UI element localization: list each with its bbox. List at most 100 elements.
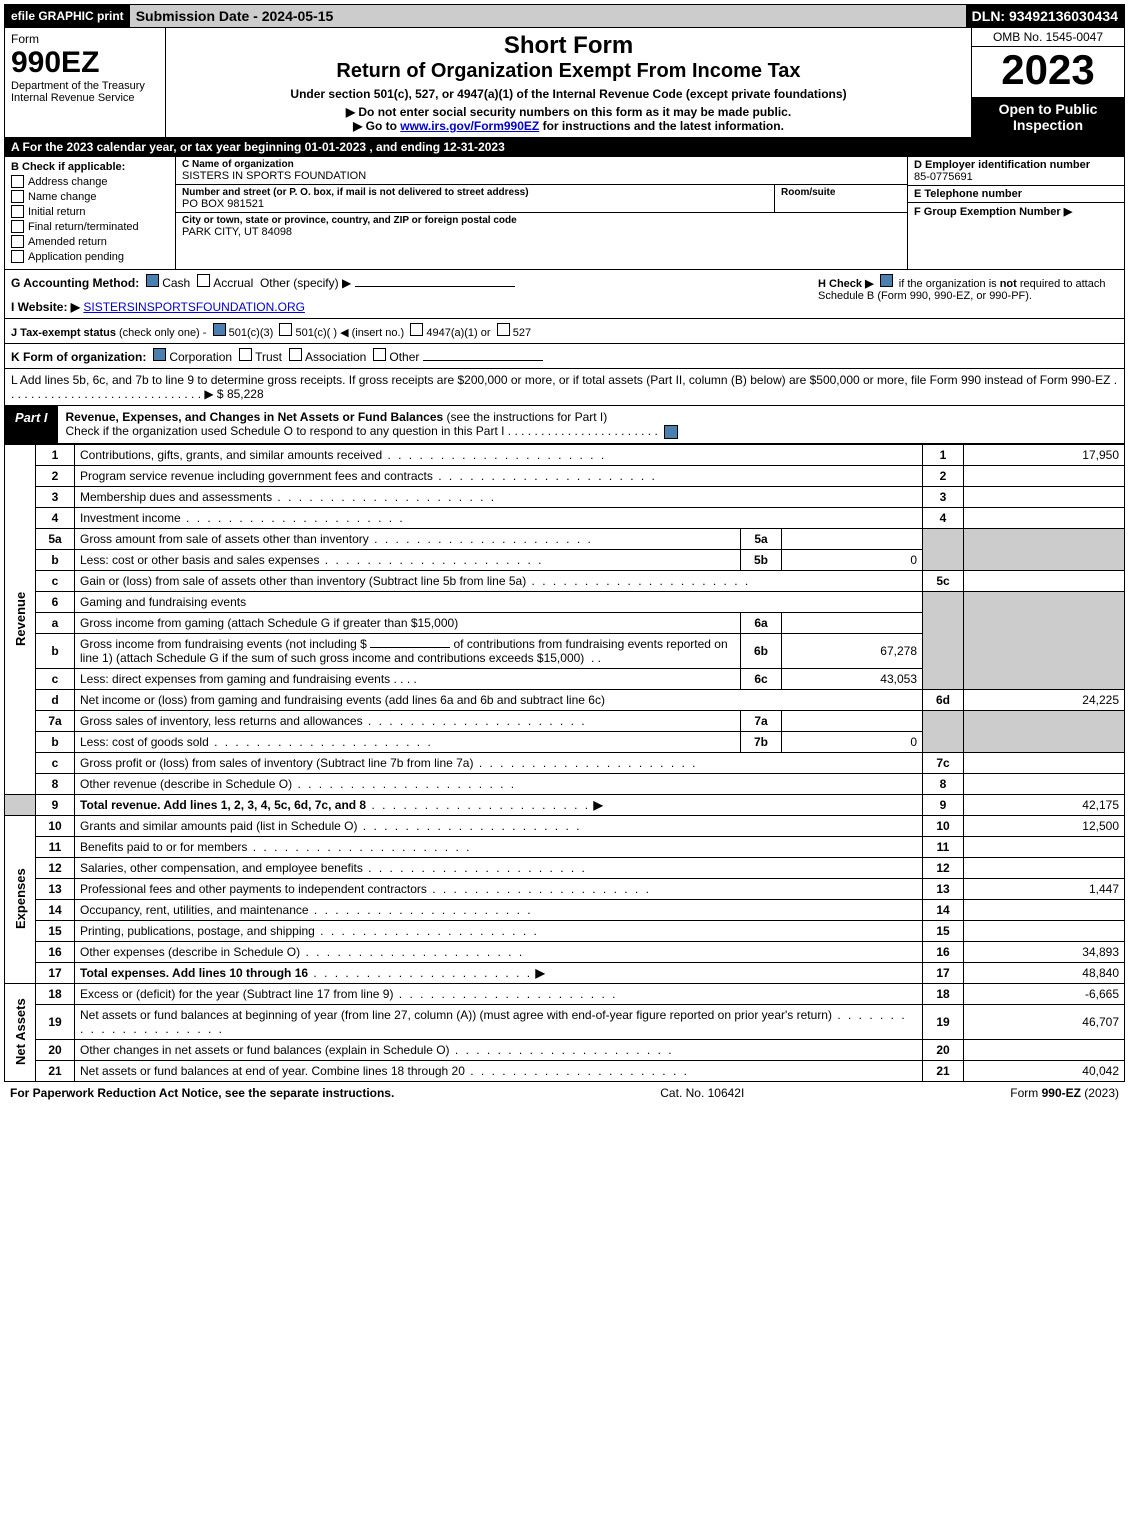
line-4: 4 Investment income 4 bbox=[5, 507, 1125, 528]
footer-right: Form 990-EZ (2023) bbox=[1010, 1086, 1119, 1100]
checkbox-icon bbox=[197, 274, 210, 287]
part-i-tab: Part I bbox=[5, 406, 58, 443]
checkbox-checked-icon bbox=[153, 348, 166, 361]
h-block: H Check ▶ if the organization is not req… bbox=[818, 274, 1118, 314]
line-3: 3 Membership dues and assessments 3 bbox=[5, 486, 1125, 507]
g-other: Other (specify) ▶ bbox=[260, 276, 351, 290]
l-value: 85,228 bbox=[227, 387, 264, 401]
ein-row: D Employer identification number 85-0775… bbox=[908, 157, 1124, 186]
section-l: L Add lines 5b, 6c, and 7b to line 9 to … bbox=[4, 369, 1125, 406]
netassets-sidebar: Net Assets bbox=[5, 983, 36, 1081]
line-18: Net Assets 18 Excess or (deficit) for th… bbox=[5, 983, 1125, 1004]
part-i-title: Revenue, Expenses, and Changes in Net As… bbox=[58, 406, 1124, 443]
org-name-row: C Name of organization SISTERS IN SPORTS… bbox=[176, 157, 907, 185]
goto-link-line: ▶ Go to www.irs.gov/Form990EZ for instru… bbox=[172, 119, 965, 133]
column-b: B Check if applicable: Address change Na… bbox=[5, 157, 176, 269]
chk-amended-return[interactable]: Amended return bbox=[11, 235, 169, 248]
line-11: 11 Benefits paid to or for members 11 bbox=[5, 836, 1125, 857]
omb-number: OMB No. 1545-0047 bbox=[972, 28, 1124, 47]
checkbox-checked-icon bbox=[664, 425, 678, 439]
line-6d: d Net income or (loss) from gaming and f… bbox=[5, 689, 1125, 710]
irs-url-link[interactable]: www.irs.gov/Form990EZ bbox=[400, 119, 539, 133]
chk-name-change[interactable]: Name change bbox=[11, 190, 169, 203]
checkbox-icon bbox=[289, 348, 302, 361]
chk-address-change[interactable]: Address change bbox=[11, 175, 169, 188]
room-label: Room/suite bbox=[781, 187, 901, 198]
ein-value: 85-0775691 bbox=[914, 171, 1118, 183]
checkbox-checked-icon bbox=[880, 274, 893, 287]
j-text: (check only one) - bbox=[119, 327, 206, 339]
expenses-sidebar: Expenses bbox=[5, 815, 36, 983]
column-c: C Name of organization SISTERS IN SPORTS… bbox=[176, 157, 908, 269]
chk-final-return[interactable]: Final return/terminated bbox=[11, 220, 169, 233]
line-9: 9 Total revenue. Add lines 1, 2, 3, 4, 5… bbox=[5, 794, 1125, 815]
line-14: 14 Occupancy, rent, utilities, and maint… bbox=[5, 899, 1125, 920]
grp-label: F Group Exemption Number ▶ bbox=[914, 206, 1072, 218]
g-label: G Accounting Method: bbox=[11, 276, 139, 290]
line-19: 19 Net assets or fund balances at beginn… bbox=[5, 1004, 1125, 1039]
footer-mid: Cat. No. 10642I bbox=[660, 1086, 744, 1100]
dln-label: DLN: 93492136030434 bbox=[966, 5, 1124, 27]
revenue-sidebar: Revenue bbox=[5, 444, 36, 794]
line-7a: 7a Gross sales of inventory, less return… bbox=[5, 710, 1125, 731]
part-i-table: Revenue 1 Contributions, gifts, grants, … bbox=[4, 444, 1125, 1082]
ssn-warning: ▶ Do not enter social security numbers o… bbox=[172, 105, 965, 119]
top-bar: efile GRAPHIC print Submission Date - 20… bbox=[4, 4, 1125, 28]
section-bcd-block: B Check if applicable: Address change Na… bbox=[4, 157, 1125, 270]
street-value: PO BOX 981521 bbox=[182, 198, 768, 210]
line-8: 8 Other revenue (describe in Schedule O)… bbox=[5, 773, 1125, 794]
org-name-value: SISTERS IN SPORTS FOUNDATION bbox=[182, 170, 901, 182]
checkbox-icon bbox=[11, 235, 24, 248]
website-link[interactable]: SISTERSINSPORTSFOUNDATION.ORG bbox=[83, 300, 305, 314]
line-12: 12 Salaries, other compensation, and emp… bbox=[5, 857, 1125, 878]
tel-label: E Telephone number bbox=[914, 188, 1118, 200]
checkbox-icon bbox=[279, 323, 292, 336]
open-to-public: Open to Public Inspection bbox=[972, 97, 1124, 137]
city-value: PARK CITY, UT 84098 bbox=[182, 226, 901, 238]
return-title: Return of Organization Exempt From Incom… bbox=[172, 60, 965, 83]
chk-application-pending[interactable]: Application pending bbox=[11, 250, 169, 263]
form-word: Form bbox=[11, 32, 159, 46]
b-label: B Check if applicable: bbox=[11, 161, 169, 173]
checkbox-icon bbox=[239, 348, 252, 361]
city-label: City or town, state or province, country… bbox=[182, 215, 901, 226]
submission-date: Submission Date - 2024-05-15 bbox=[130, 5, 966, 27]
line-20: 20 Other changes in net assets or fund b… bbox=[5, 1039, 1125, 1060]
line-2: 2 Program service revenue including gove… bbox=[5, 465, 1125, 486]
dept-label: Department of the Treasury bbox=[11, 80, 159, 92]
page-footer: For Paperwork Reduction Act Notice, see … bbox=[4, 1082, 1125, 1104]
k-label: K Form of organization: bbox=[11, 350, 146, 364]
line-10: Expenses 10 Grants and similar amounts p… bbox=[5, 815, 1125, 836]
form-number: 990EZ bbox=[11, 46, 159, 80]
line-5a: 5a Gross amount from sale of assets othe… bbox=[5, 528, 1125, 549]
line-5c: c Gain or (loss) from sale of assets oth… bbox=[5, 570, 1125, 591]
line-7c: c Gross profit or (loss) from sales of i… bbox=[5, 752, 1125, 773]
efile-print-label[interactable]: efile GRAPHIC print bbox=[5, 5, 130, 27]
line-17: 17 Total expenses. Add lines 10 through … bbox=[5, 962, 1125, 983]
street-row: Number and street (or P. O. box, if mail… bbox=[176, 185, 907, 213]
section-g-block: G Accounting Method: Cash Accrual Other … bbox=[4, 270, 1125, 319]
g-left: G Accounting Method: Cash Accrual Other … bbox=[11, 274, 515, 314]
checkbox-icon bbox=[497, 323, 510, 336]
j-label: J Tax-exempt status bbox=[11, 327, 116, 339]
line-1: Revenue 1 Contributions, gifts, grants, … bbox=[5, 444, 1125, 465]
chk-initial-return[interactable]: Initial return bbox=[11, 205, 169, 218]
line-13: 13 Professional fees and other payments … bbox=[5, 878, 1125, 899]
checkbox-checked-icon bbox=[213, 323, 226, 336]
form-left-col: Form 990EZ Department of the Treasury In… bbox=[5, 28, 166, 137]
l-text: L Add lines 5b, 6c, and 7b to line 9 to … bbox=[11, 373, 1117, 401]
line-16: 16 Other expenses (describe in Schedule … bbox=[5, 941, 1125, 962]
i-label: I Website: ▶ bbox=[11, 300, 80, 314]
g-accrual: Accrual bbox=[213, 276, 253, 290]
group-exemption-row: F Group Exemption Number ▶ bbox=[908, 203, 1124, 269]
line-21: 21 Net assets or fund balances at end of… bbox=[5, 1060, 1125, 1081]
tel-row: E Telephone number bbox=[908, 186, 1124, 203]
g-cash: Cash bbox=[162, 276, 190, 290]
column-d: D Employer identification number 85-0775… bbox=[908, 157, 1124, 269]
line-15: 15 Printing, publications, postage, and … bbox=[5, 920, 1125, 941]
checkbox-icon bbox=[11, 220, 24, 233]
checkbox-icon bbox=[11, 205, 24, 218]
city-row: City or town, state or province, country… bbox=[176, 213, 907, 240]
form-center-col: Short Form Return of Organization Exempt… bbox=[166, 28, 971, 137]
checkbox-icon bbox=[11, 250, 24, 263]
